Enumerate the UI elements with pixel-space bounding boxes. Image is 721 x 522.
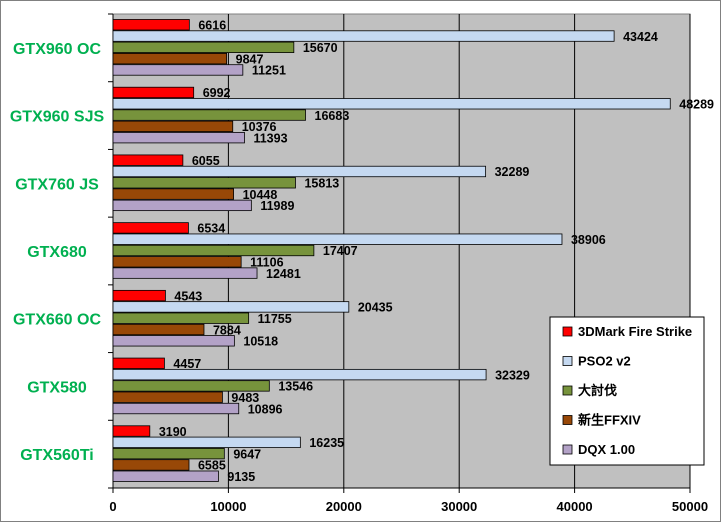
bar: [112, 19, 190, 31]
data-label: 32329: [495, 368, 530, 382]
data-label: 17407: [323, 244, 358, 258]
data-label: 11989: [260, 199, 294, 213]
bar: [112, 64, 244, 76]
bar: [112, 312, 250, 324]
bar: [112, 53, 228, 65]
bar: [112, 132, 245, 144]
bar: [112, 177, 296, 189]
data-label: 48289: [679, 98, 714, 112]
category-label: GTX760 JS: [15, 176, 99, 193]
bar: [112, 357, 165, 369]
data-label: 7884: [213, 323, 241, 337]
x-tick-label: 0: [109, 499, 116, 514]
bar: [112, 30, 615, 42]
data-label: 9847: [236, 52, 264, 66]
bar: [112, 459, 190, 471]
data-label: 10896: [248, 402, 283, 416]
bar: [112, 380, 270, 392]
bar: [112, 470, 219, 482]
data-label: 32289: [495, 165, 530, 179]
data-label: 10518: [243, 335, 278, 349]
data-label: 9135: [227, 470, 255, 484]
bar: [112, 154, 184, 166]
bar: [112, 335, 235, 347]
bar: [112, 447, 225, 460]
data-label: 11106: [250, 256, 283, 270]
category-label: GTX660 OC: [13, 312, 101, 329]
legend-box: [549, 316, 705, 466]
bar: [112, 425, 151, 437]
data-label: 6992: [203, 86, 231, 100]
bar: [112, 188, 234, 200]
legend-label: 大討伐: [578, 383, 617, 398]
bar: [112, 165, 487, 178]
legend-swatch: [562, 444, 573, 455]
legend-swatch: [562, 385, 573, 396]
legend-label: 3DMark Fire Strike: [578, 324, 692, 339]
bar: [112, 199, 252, 212]
legend-swatch: [562, 356, 573, 366]
legend-swatch: [562, 326, 573, 337]
data-label: 10448: [243, 188, 278, 202]
data-label: 4543: [174, 289, 202, 303]
bar: [112, 109, 306, 121]
bar: [112, 98, 671, 110]
bar: [112, 222, 189, 234]
bar: [112, 244, 315, 257]
bar: [112, 267, 258, 279]
x-tick-label: 10000: [210, 499, 246, 514]
bar: [112, 301, 350, 313]
data-label: 4457: [173, 357, 201, 371]
data-label: 11251: [252, 64, 286, 78]
legend-label: DQX 1.00: [578, 442, 635, 457]
category-label: GTX580: [27, 379, 87, 396]
bar: [112, 323, 205, 336]
data-label: 43424: [623, 30, 658, 44]
data-label: 9483: [231, 391, 259, 405]
data-label: 16683: [315, 109, 350, 123]
data-label: 15670: [303, 41, 338, 55]
data-label: 16235: [309, 436, 344, 450]
x-tick-label: 50000: [672, 499, 708, 514]
legend-swatch: [562, 415, 573, 425]
data-label: 6585: [198, 459, 226, 473]
bar: [112, 41, 295, 53]
data-label: 11755: [258, 312, 292, 326]
x-tick-label: 20000: [326, 499, 362, 514]
data-label: 9647: [233, 447, 261, 461]
bar: [112, 233, 563, 245]
data-label: 38906: [571, 233, 606, 247]
data-label: 6055: [192, 154, 220, 168]
bar: [112, 120, 234, 133]
data-label: 3190: [159, 425, 187, 439]
category-label: GTX680: [27, 244, 87, 261]
x-tick-label: 40000: [557, 499, 593, 514]
category-label: GTX960 OC: [13, 41, 101, 58]
bar: [112, 368, 487, 381]
data-label: 15813: [304, 177, 339, 191]
data-label: 6534: [197, 222, 225, 236]
data-label: 20435: [358, 301, 393, 315]
category-label: GTX560Ti: [20, 447, 94, 464]
data-label: 10376: [242, 120, 277, 134]
bar: [112, 289, 166, 302]
bar: [112, 86, 195, 99]
data-label: 13546: [278, 380, 313, 394]
bar: [112, 436, 301, 448]
data-label: 12481: [266, 267, 301, 281]
x-tick-label: 30000: [441, 499, 477, 514]
legend-label: PSO2 v2: [578, 354, 631, 369]
bar: [112, 402, 240, 415]
category-label: GTX960 SJS: [10, 109, 105, 126]
bar: [112, 256, 242, 268]
legend-label: 新生FFXIV: [578, 413, 641, 428]
data-label: 11393: [253, 131, 287, 145]
bar: [112, 391, 223, 403]
data-label: 6616: [198, 19, 226, 33]
